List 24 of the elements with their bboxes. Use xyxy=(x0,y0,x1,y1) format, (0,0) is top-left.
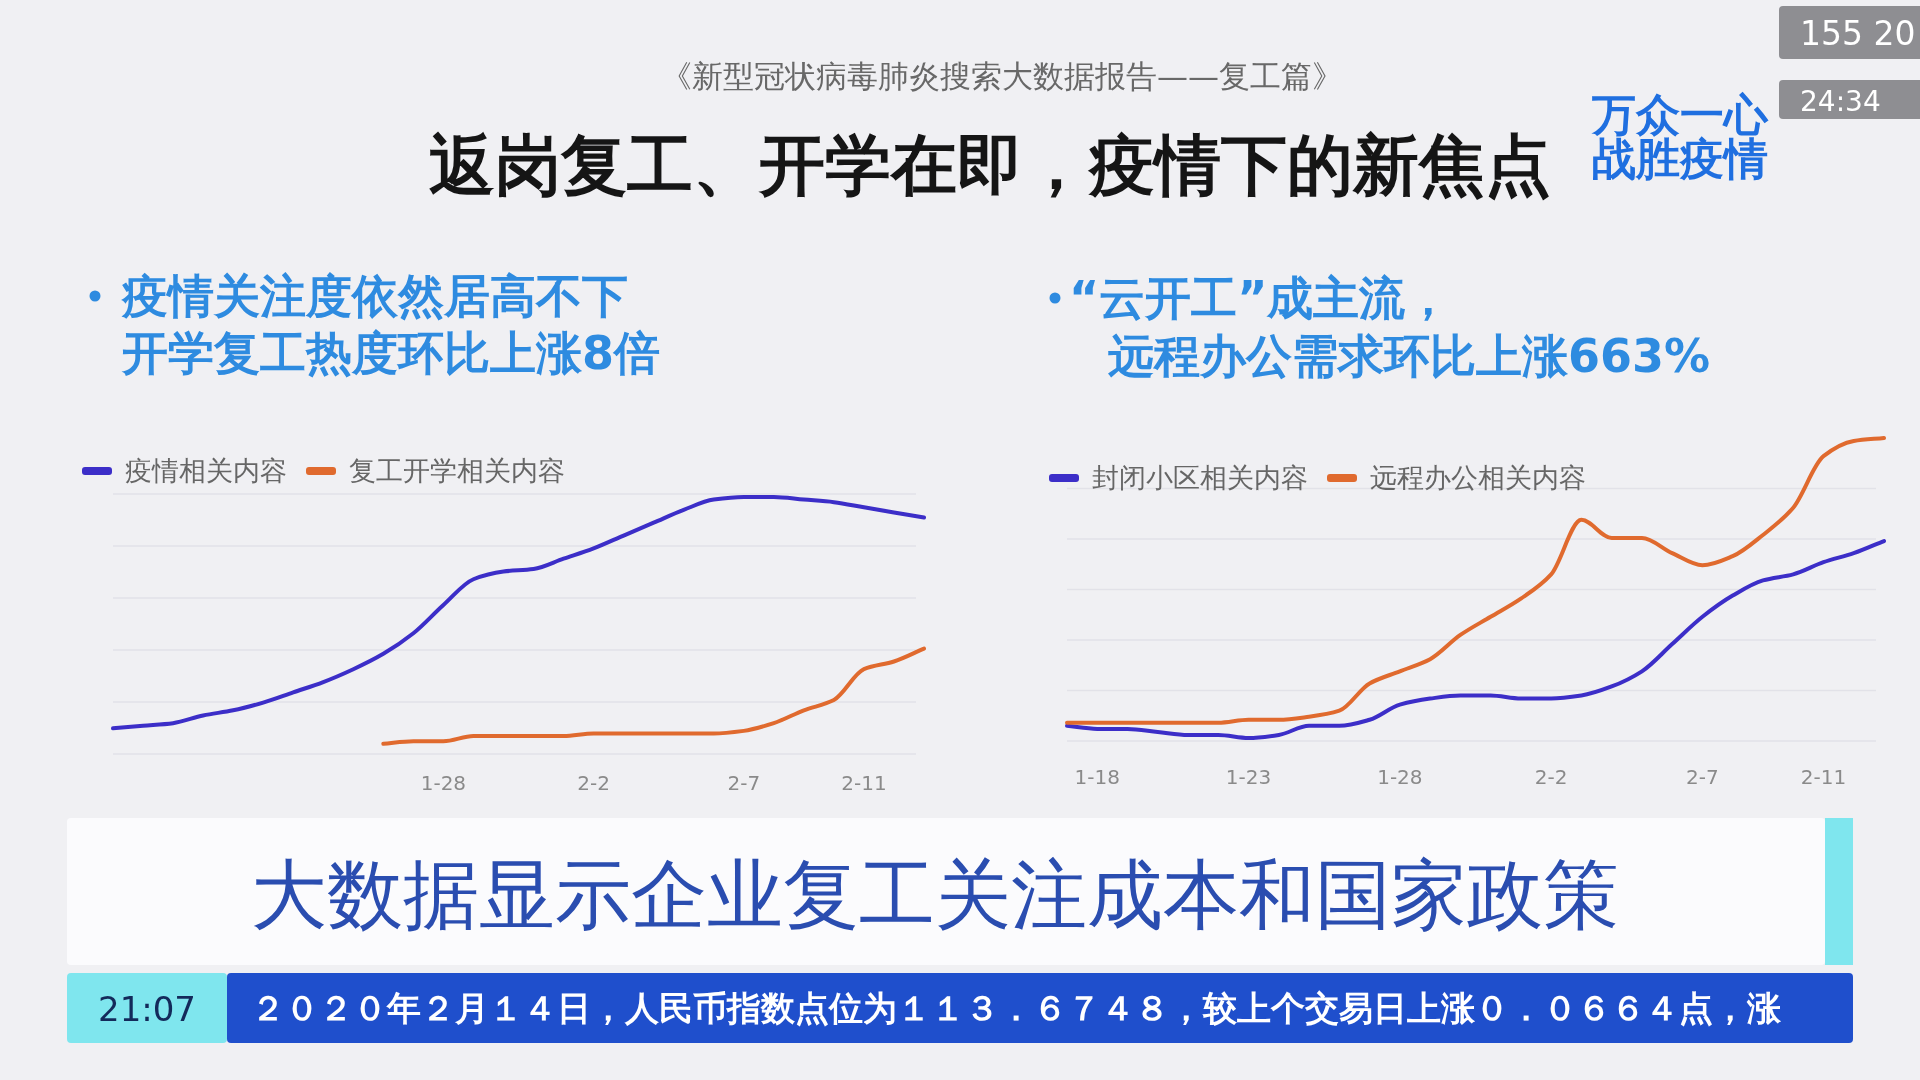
x-tick-label: 2-11 xyxy=(841,771,887,795)
text: ２０２０年２月１４日，人民币指数点位为１１３．６７４８，较上个交易日上涨０．０６６４点，涨 xyxy=(251,988,1782,1028)
text: 21:07 xyxy=(98,989,196,1029)
text: 155 20 xyxy=(1800,14,1916,53)
chart-title: 疫情关注度依然居高不下开学复工热度环比上涨8倍 xyxy=(121,269,661,380)
x-tick-label: 1-23 xyxy=(1225,765,1272,789)
legend-label: 疫情相关内容 xyxy=(125,455,287,486)
x-tick-label: 1-28 xyxy=(1377,765,1423,789)
text: 大数据显示企业复工关注成本和国家政策 xyxy=(251,850,1619,939)
text: 返岗复工、开学在即，疫情下的新焦点 xyxy=(429,127,1551,204)
x-tick-label: 1-28 xyxy=(420,771,467,795)
text: 24:34 xyxy=(1800,85,1881,118)
legend-label: 复工开学相关内容 xyxy=(349,455,565,486)
x-tick-label: 2-7 xyxy=(1686,765,1719,789)
x-tick-label: 2-2 xyxy=(1534,765,1568,789)
legend-label: 远程办公相关内容 xyxy=(1370,462,1586,493)
chart-title: “云开工”成主流，远程办公需求环比上涨663% xyxy=(1069,271,1711,383)
text: 万众一心战胜疫情 xyxy=(1591,89,1769,184)
legend-label: 封闭小区相关内容 xyxy=(1092,462,1308,493)
x-tick-label: 2-7 xyxy=(727,771,761,795)
x-tick-label: 2-11 xyxy=(1800,765,1847,789)
x-tick-label: 1-18 xyxy=(1074,765,1120,789)
x-tick-label: 2-2 xyxy=(577,771,610,795)
text: 《新型冠状病毒肺炎搜索大数据报告——复工篇》 xyxy=(661,58,1343,94)
